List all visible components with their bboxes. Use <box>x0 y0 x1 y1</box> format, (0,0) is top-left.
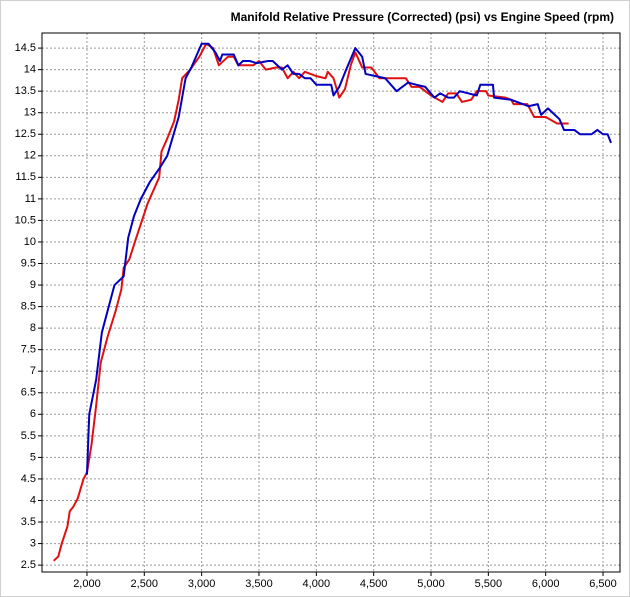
y-tick-label: 13 <box>24 107 36 119</box>
y-tick-label: 5.5 <box>21 430 36 442</box>
y-tick-label: 12.5 <box>15 128 36 140</box>
y-tick-label: 10 <box>24 236 36 248</box>
y-tick-label: 6.5 <box>21 387 36 399</box>
chart-title: Manifold Relative Pressure (Corrected) (… <box>231 10 614 24</box>
data-line <box>53 42 569 562</box>
x-tick-label: 2,500 <box>131 578 159 590</box>
y-tick-label: 4 <box>30 494 36 506</box>
y-tick-label: 9 <box>30 279 36 291</box>
y-tick-label: 3 <box>30 537 36 549</box>
x-tick-label: 6,500 <box>589 578 617 590</box>
plot-area <box>42 33 620 572</box>
x-tick-label: 3,500 <box>245 578 273 590</box>
y-tick-label: 7.5 <box>21 344 36 356</box>
y-tick-label: 5 <box>30 451 36 463</box>
y-tick-label: 7 <box>30 365 36 377</box>
y-tick-label: 8.5 <box>21 300 36 312</box>
y-tick-label: 10.5 <box>15 214 36 226</box>
data-line <box>85 42 612 475</box>
y-tick-label: 4.5 <box>21 473 36 485</box>
y-tick-label: 12 <box>24 150 36 162</box>
y-tick-label: 14.5 <box>15 42 36 54</box>
y-tick-label: 9.5 <box>21 257 36 269</box>
x-tick-label: 5,000 <box>417 578 445 590</box>
x-tick-label: 2,000 <box>73 578 101 590</box>
y-tick-label: 14 <box>24 64 36 76</box>
x-tick-label: 4,500 <box>360 578 388 590</box>
x-tick-label: 4,000 <box>303 578 331 590</box>
y-tick-label: 8 <box>30 322 36 334</box>
y-tick-label: 6 <box>30 408 36 420</box>
x-tick-label: 3,000 <box>188 578 216 590</box>
y-tick-label: 11 <box>25 193 36 205</box>
x-tick-label: 5,500 <box>475 578 503 590</box>
x-tick-label: 6,000 <box>532 578 560 590</box>
y-tick-label: 3.5 <box>21 516 36 528</box>
y-tick-label: 11.5 <box>15 171 36 183</box>
y-tick-label: 13.5 <box>15 85 36 97</box>
plot-frame <box>41 32 621 573</box>
y-tick-label: 2.5 <box>21 559 36 571</box>
